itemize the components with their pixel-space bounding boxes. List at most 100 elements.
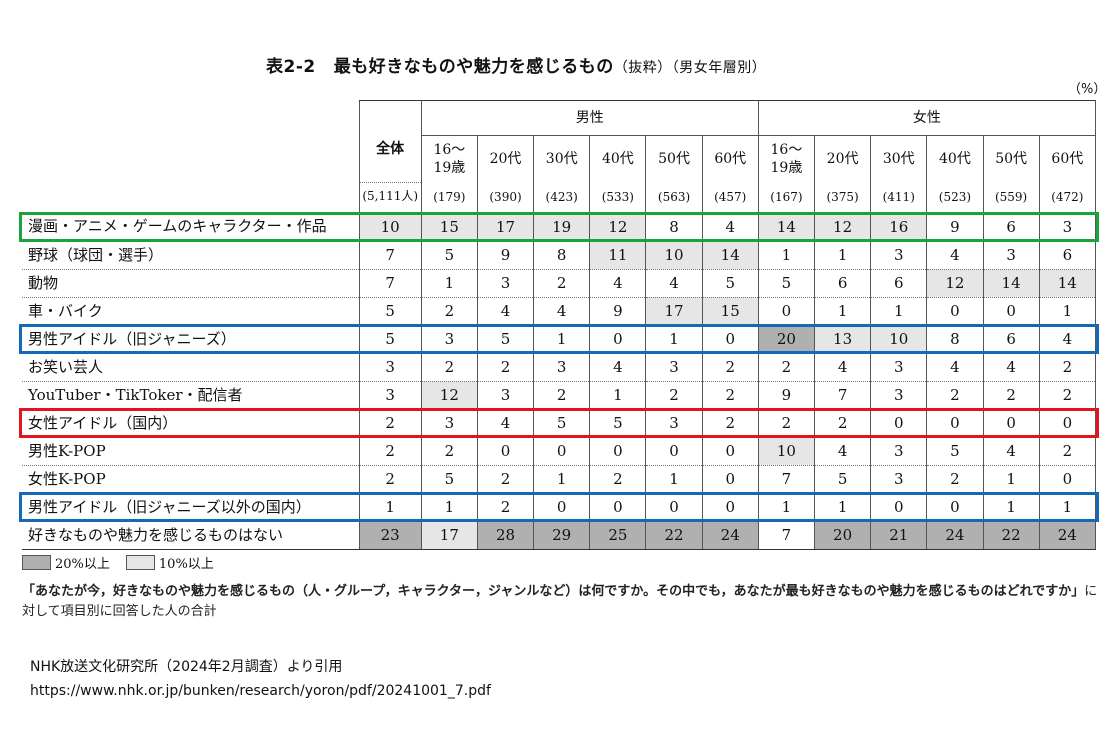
survey-table: 全体 男性 女性 16〜 19歳 20代 30代 40代 50代 60代 16〜 19歳 20…	[22, 100, 1097, 550]
table-cell: 22	[982, 521, 1040, 550]
row-label: 女性アイドル（国内）	[22, 409, 360, 438]
female-age-header: 30代	[870, 135, 928, 182]
table-cell: 5	[589, 409, 647, 438]
table-cell: 1	[757, 241, 816, 270]
table-cell: 2	[645, 381, 703, 410]
male-age-header: 60代	[701, 135, 759, 182]
header-blank	[22, 101, 359, 214]
table-cell: 7	[358, 269, 422, 298]
table-cell: 1	[420, 269, 478, 298]
table-cell: 1	[982, 465, 1040, 494]
female-age-header: 16〜 19歳	[757, 135, 816, 182]
row-label: お笑い芸人	[22, 353, 360, 382]
table-cell: 10	[757, 437, 816, 466]
table-row: 女性アイドル（国内） 2 3 4 5 5 3 2 2 2 0 0 0 0	[22, 409, 1097, 438]
table-cell: 0	[926, 409, 984, 438]
table-cell: 3	[982, 241, 1040, 270]
table-cell: 4	[645, 269, 703, 298]
male-group-header: 男性	[420, 100, 759, 136]
table-cell: 0	[982, 297, 1040, 326]
table-cell: 3	[870, 465, 928, 494]
table-cell: 4	[476, 297, 535, 326]
table-cell: 3	[533, 353, 591, 382]
male-sample-size: (563)	[645, 182, 703, 214]
table-cell: 2	[701, 381, 759, 410]
table-cell: 14	[701, 241, 759, 270]
table-cell: 17	[420, 521, 478, 550]
table-cell: 7	[358, 241, 422, 270]
table-cell: 14	[1038, 269, 1097, 298]
age-header-row: 16〜 19歳 20代 30代 40代 50代 60代 16〜 19歳 20代 30代 40代 50…	[22, 135, 1097, 182]
table-cell: 28	[476, 521, 535, 550]
table-cell: 24	[701, 521, 759, 550]
female-sample-size: (559)	[982, 182, 1040, 214]
table-cell: 9	[926, 213, 984, 242]
table-cell: 4	[476, 409, 535, 438]
male-sample-size: (533)	[589, 182, 647, 214]
table-cell: 1	[1038, 493, 1097, 522]
table-cell: 0	[645, 493, 703, 522]
table-row: 好きなものや魅力を感じるものはない 23 17 28 29 25 22 24 7 20 21 24 22…	[22, 521, 1097, 550]
table-cell: 20	[757, 325, 816, 354]
table-cell: 1	[645, 465, 703, 494]
male-age-header: 50代	[645, 135, 703, 182]
table-cell: 0	[589, 325, 647, 354]
table-cell: 2	[926, 465, 984, 494]
legend: 20%以上 10%以上	[22, 553, 230, 572]
table-cell: 8	[533, 241, 591, 270]
table-cell: 1	[645, 325, 703, 354]
row-label: 漫画・アニメ・ゲームのキャラクター・作品	[22, 213, 360, 242]
table-cell: 3	[476, 381, 535, 410]
female-sample-size: (472)	[1038, 182, 1097, 214]
table-cell: 2	[757, 353, 816, 382]
table-cell: 0	[645, 437, 703, 466]
female-sample-size: (167)	[757, 182, 816, 214]
row-label: 好きなものや魅力を感じるものはない	[22, 521, 360, 550]
table-cell: 2	[420, 437, 478, 466]
row-label: YouTuber・TikToker・配信者	[22, 381, 360, 410]
row-label: 男性K-POP	[22, 437, 360, 466]
table-cell: 17	[645, 297, 703, 326]
table-cell: 2	[589, 465, 647, 494]
row-label: 男性アイドル（旧ジャニーズ）	[22, 325, 360, 354]
table-row: 女性K-POP 2 5 2 1 2 1 0 7 5 3 2 1 0	[22, 465, 1097, 494]
table-cell: 2	[420, 297, 478, 326]
table-cell: 3	[358, 381, 422, 410]
table-cell: 1	[982, 493, 1040, 522]
table-cell: 25	[589, 521, 647, 550]
table-subtitle: （抜粋）（男女年層別）	[613, 60, 767, 76]
table-cell: 4	[589, 269, 647, 298]
table-cell: 1	[589, 381, 647, 410]
table-cell: 1	[870, 297, 928, 326]
table-cell: 5	[358, 325, 422, 354]
table-cell: 4	[701, 213, 759, 242]
table-number: 表2-2	[266, 57, 316, 77]
table-cell: 2	[926, 381, 984, 410]
table-cell: 12	[420, 381, 478, 410]
table-cell: 7	[757, 521, 816, 550]
table-cell: 3	[870, 437, 928, 466]
question-text: 「あなたが今，好きなものや魅力を感じるもの（人・グループ，キャラクター，ジャンル…	[22, 584, 1085, 599]
question-note: 「あなたが今，好きなものや魅力を感じるもの（人・グループ，キャラクター，ジャンル…	[22, 582, 1102, 622]
male-age-header: 30代	[533, 135, 591, 182]
table-cell: 3	[870, 381, 928, 410]
table-row: 男性K-POP 2 2 0 0 0 0 0 10 4 3 5 4 2	[22, 437, 1097, 466]
table-cell: 13	[813, 325, 872, 354]
table-cell: 2	[533, 381, 591, 410]
female-sample-size: (375)	[813, 182, 872, 214]
table-cell: 15	[701, 297, 759, 326]
table-cell: 14	[982, 269, 1040, 298]
legend-label-10: 10%以上	[158, 557, 214, 572]
table-cell: 0	[982, 409, 1040, 438]
table-cell: 21	[870, 521, 928, 550]
table-cell: 4	[982, 353, 1040, 382]
legend-label-20: 20%以上	[55, 557, 110, 572]
table-cell: 0	[701, 465, 759, 494]
table-cell: 2	[476, 493, 535, 522]
table-cell: 6	[1038, 241, 1097, 270]
table-cell: 12	[926, 269, 984, 298]
table-cell: 2	[1038, 381, 1097, 410]
table-cell: 20	[813, 521, 872, 550]
table-cell: 14	[757, 213, 816, 242]
table-cell: 4	[813, 437, 872, 466]
